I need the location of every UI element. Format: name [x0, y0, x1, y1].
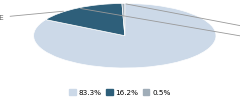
Text: WHITE: WHITE: [0, 11, 63, 21]
Legend: 83.3%, 16.2%, 0.5%: 83.3%, 16.2%, 0.5%: [69, 89, 171, 96]
Text: A.I.: A.I.: [126, 4, 240, 31]
Wedge shape: [122, 3, 125, 36]
Wedge shape: [46, 3, 125, 36]
Text: BLACK: BLACK: [81, 8, 240, 42]
Wedge shape: [34, 3, 216, 68]
